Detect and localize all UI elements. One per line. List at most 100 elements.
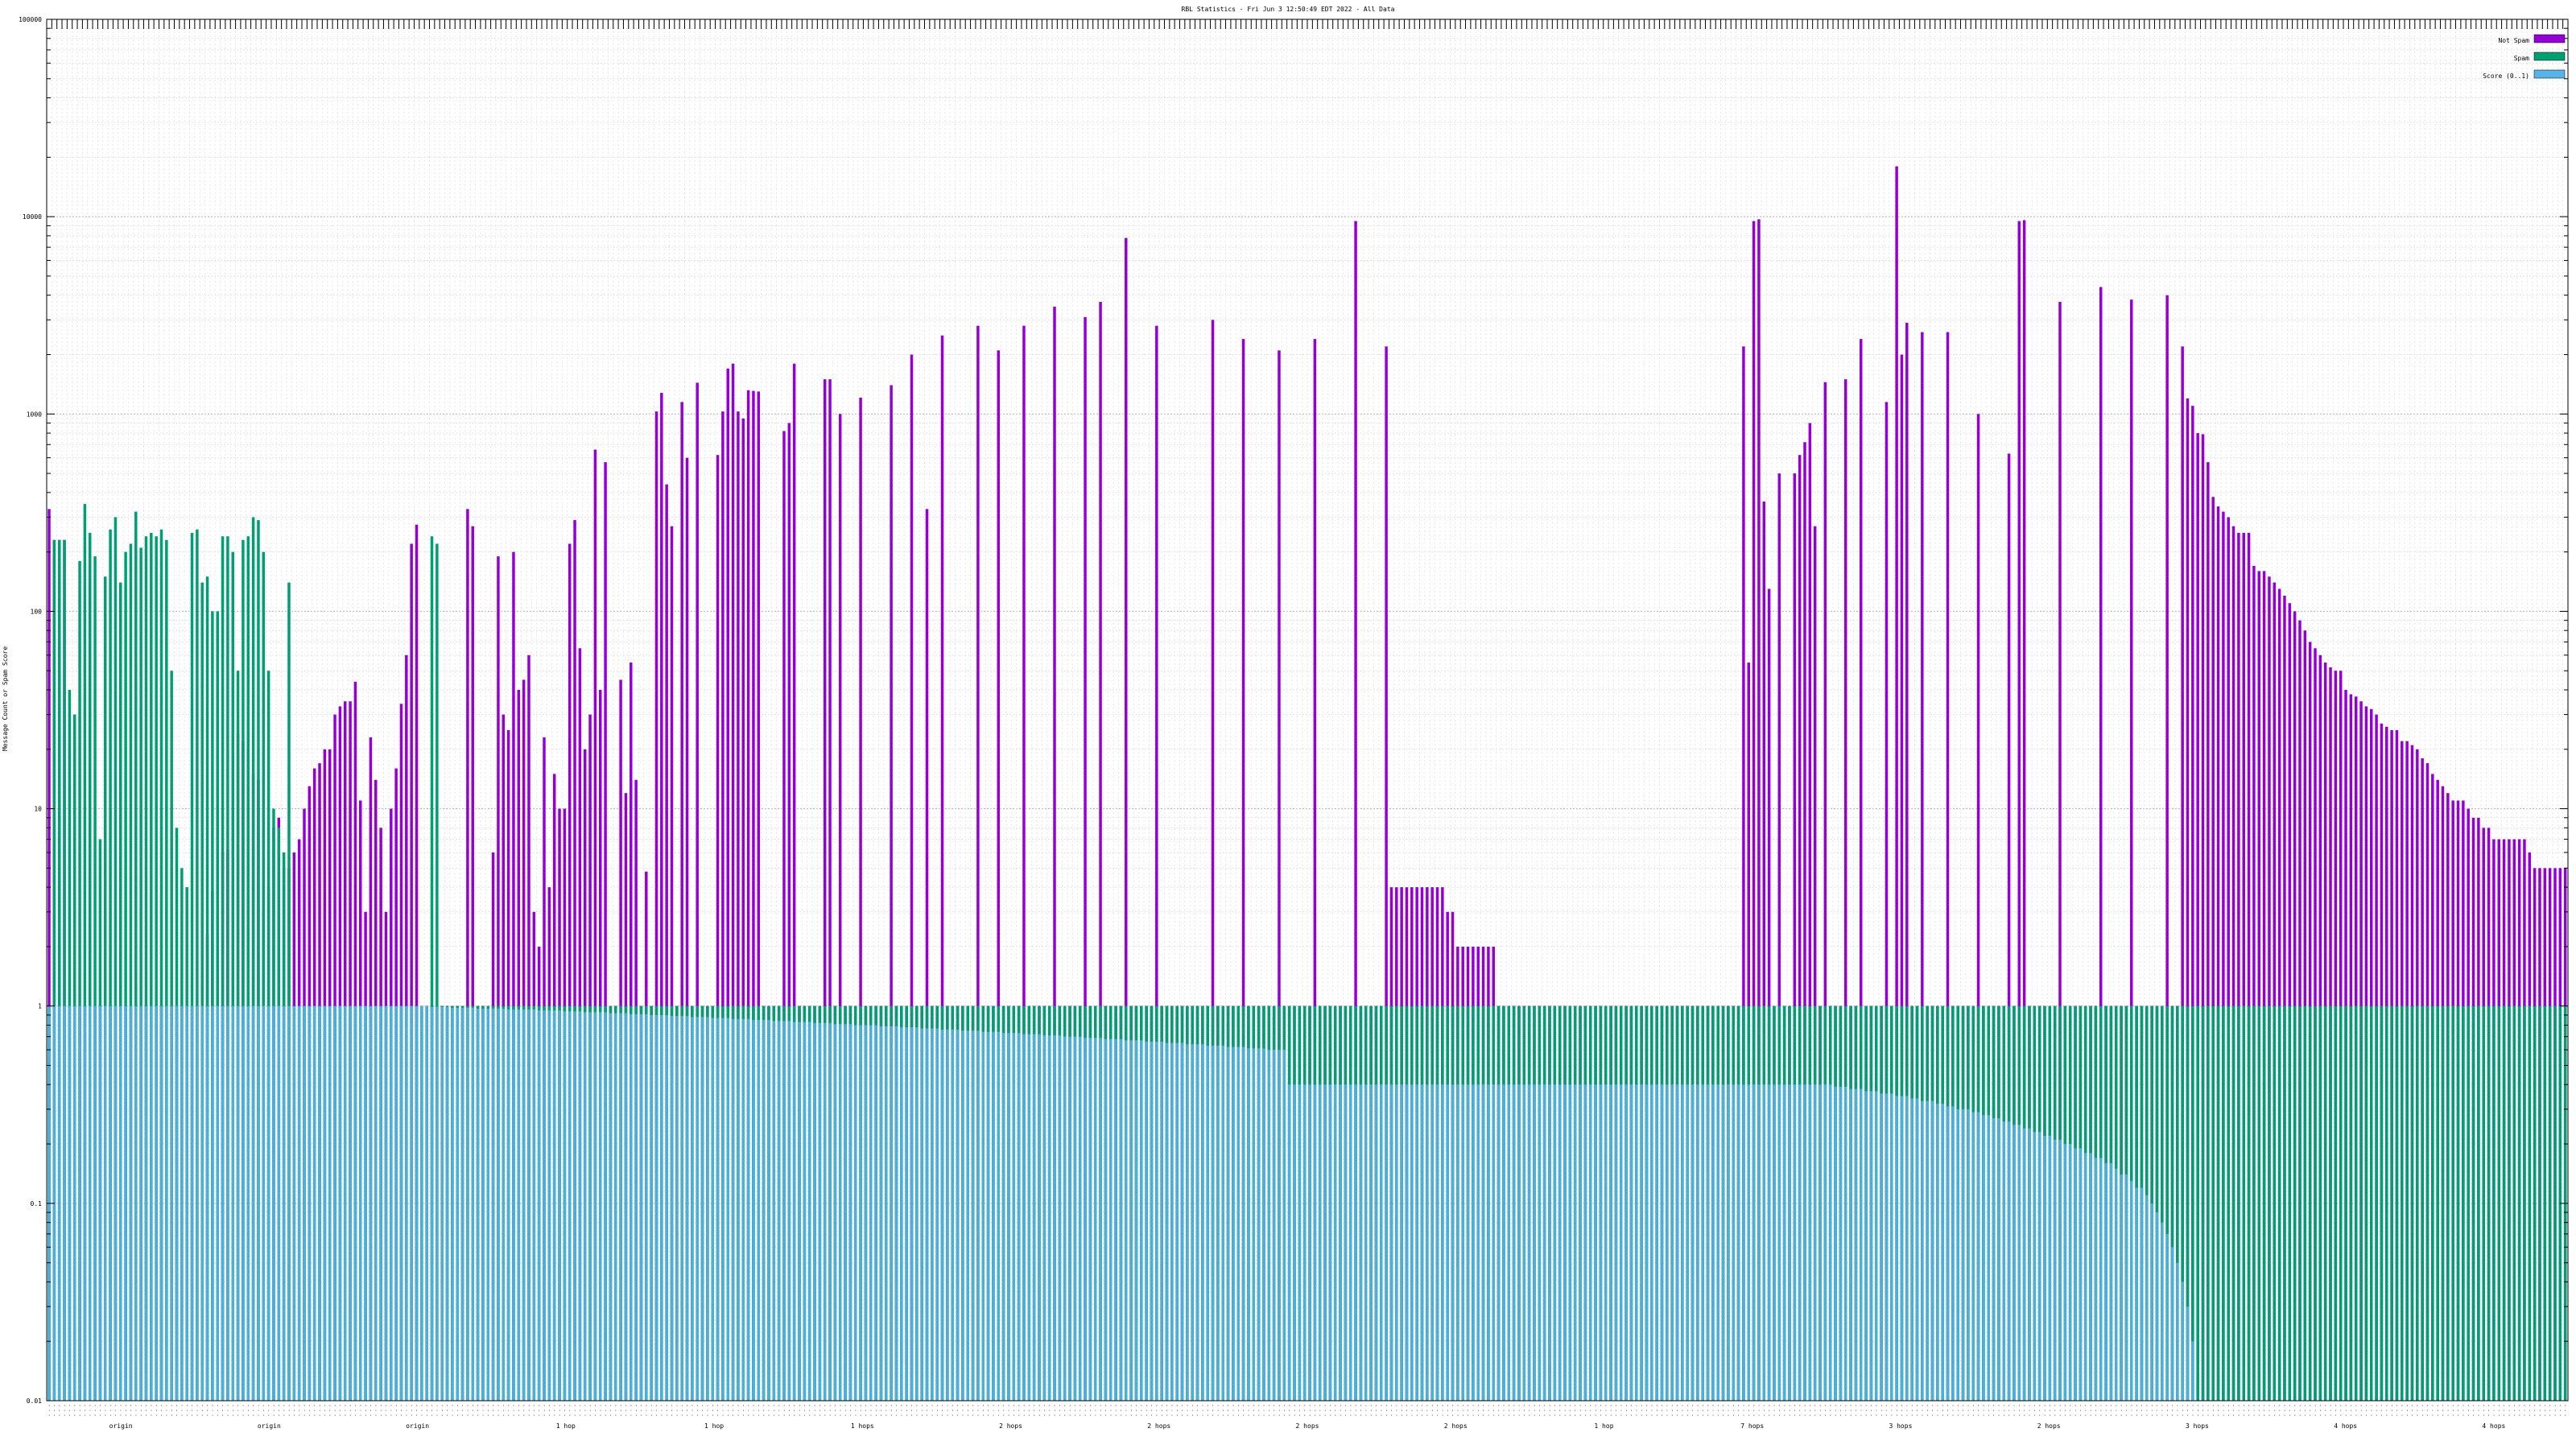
x-category-label: · [2533, 1408, 2537, 1414]
x-category-label: · [1508, 1413, 1511, 1418]
x-category-label: · [614, 1403, 617, 1409]
x-category-label: · [2064, 1413, 2067, 1418]
x-category-label: · [2492, 1403, 2496, 1409]
x-category-label: · [2319, 1408, 2322, 1414]
x-category-label: · [1671, 1403, 1674, 1409]
x-category-label: · [1038, 1403, 1041, 1409]
x-category-label: · [278, 1403, 281, 1409]
x-category-label: · [293, 1413, 296, 1418]
x-category-label: · [660, 1413, 663, 1418]
x-category-label: · [604, 1408, 607, 1414]
x-category-label: · [2442, 1413, 2445, 1418]
x-category-label: · [813, 1403, 816, 1409]
x-category-label: · [533, 1408, 536, 1414]
bar-spam [251, 517, 255, 1401]
x-category-label: · [390, 1413, 393, 1418]
x-category-label: · [1844, 1408, 1847, 1414]
bar-score [1997, 1118, 2000, 1401]
x-category-label: · [160, 1413, 163, 1418]
x-category-label: · [701, 1408, 704, 1414]
bar-score [2079, 1148, 2083, 1401]
y-tick-label: 1000 [27, 411, 42, 418]
x-category-label: · [318, 1403, 321, 1409]
x-category-label: · [1212, 1408, 1215, 1414]
x-category-label: · [324, 1408, 327, 1414]
x-category-label: · [1278, 1403, 1281, 1409]
x-category-label: · [655, 1403, 658, 1409]
x-category-label: · [854, 1408, 857, 1414]
x-category-label: · [2120, 1403, 2123, 1409]
bar-score [1533, 1084, 1536, 1401]
x-category-label: · [1385, 1413, 1388, 1418]
bar-score [277, 1005, 281, 1401]
x-category-label: · [1783, 1413, 1786, 1418]
x-category-label: · [1778, 1403, 1781, 1409]
x-category-label: · [2089, 1413, 2092, 1418]
x-category-label: · [1860, 1403, 1863, 1409]
x-category-label: · [1977, 1403, 1980, 1409]
x-category-label: · [257, 1408, 260, 1414]
x-category-label: · [2043, 1403, 2046, 1409]
bar-not-spam [1803, 442, 1806, 1401]
x-category-label: · [1558, 1408, 1562, 1414]
x-category-label: · [2324, 1413, 2327, 1418]
x-category-label: · [1002, 1408, 1005, 1414]
x-category-label: · [952, 1413, 955, 1418]
x-category-label: · [737, 1408, 740, 1414]
x-category-label: · [385, 1403, 388, 1409]
x-category-label: · [1329, 1408, 1332, 1414]
x-category-label: · [1737, 1403, 1740, 1409]
bar-not-spam [696, 382, 699, 1401]
x-category-label: · [1834, 1413, 1837, 1418]
bar-score [915, 1027, 919, 1401]
bar-not-spam [1921, 332, 1924, 1401]
bar-score [1435, 1084, 1439, 1401]
bar-score [2033, 1132, 2037, 1401]
x-group-label: 7 hops [1740, 1422, 1764, 1430]
bar-spam [196, 529, 199, 1401]
bar-not-spam [2237, 532, 2240, 1401]
x-category-label: · [2252, 1408, 2256, 1414]
bar-score [1568, 1084, 1572, 1401]
x-category-label: · [2549, 1413, 2552, 1418]
x-category-label: · [1043, 1413, 1046, 1418]
x-category-label: · [2232, 1408, 2235, 1414]
bar-not-spam [415, 524, 419, 1402]
bar-score [1001, 1033, 1005, 1401]
x-category-label: · [859, 1403, 862, 1409]
bar-not-spam [716, 455, 720, 1401]
bar-score [88, 1005, 92, 1401]
x-category-label: · [145, 1408, 148, 1414]
x-category-label: · [1676, 1408, 1679, 1414]
bar-score [512, 1009, 515, 1401]
bar-score [405, 1005, 408, 1401]
x-category-label: · [359, 1408, 362, 1414]
x-category-label: · [1818, 1403, 1822, 1409]
bar-score [318, 1005, 321, 1401]
bar-score [1604, 1084, 1608, 1401]
x-category-label: · [2426, 1413, 2429, 1418]
x-category-label: · [793, 1408, 796, 1414]
x-category-label: · [2156, 1413, 2159, 1418]
x-category-label: · [1584, 1413, 1587, 1418]
bar-score [1609, 1084, 1612, 1401]
bar-spam [2344, 1005, 2347, 1401]
x-category-label: · [527, 1403, 530, 1409]
bar-not-spam [925, 509, 929, 1401]
x-category-label: · [2503, 1408, 2506, 1414]
x-category-label: · [492, 1413, 495, 1418]
x-category-label: · [2344, 1413, 2347, 1418]
x-category-label: · [405, 1413, 408, 1418]
x-category-label: · [313, 1413, 316, 1418]
x-category-label: · [1696, 1413, 1699, 1418]
x-category-label: · [293, 1403, 296, 1409]
x-category-label: · [869, 1413, 873, 1418]
x-category-label: · [2018, 1408, 2021, 1414]
bar-score [1293, 1084, 1296, 1401]
x-category-label: · [436, 1403, 439, 1409]
bar-score [1129, 1040, 1133, 1401]
bar-score [236, 1005, 240, 1401]
x-category-label: · [1604, 1408, 1608, 1414]
x-category-label: · [1992, 1408, 1996, 1414]
bar-not-spam [410, 543, 413, 1401]
